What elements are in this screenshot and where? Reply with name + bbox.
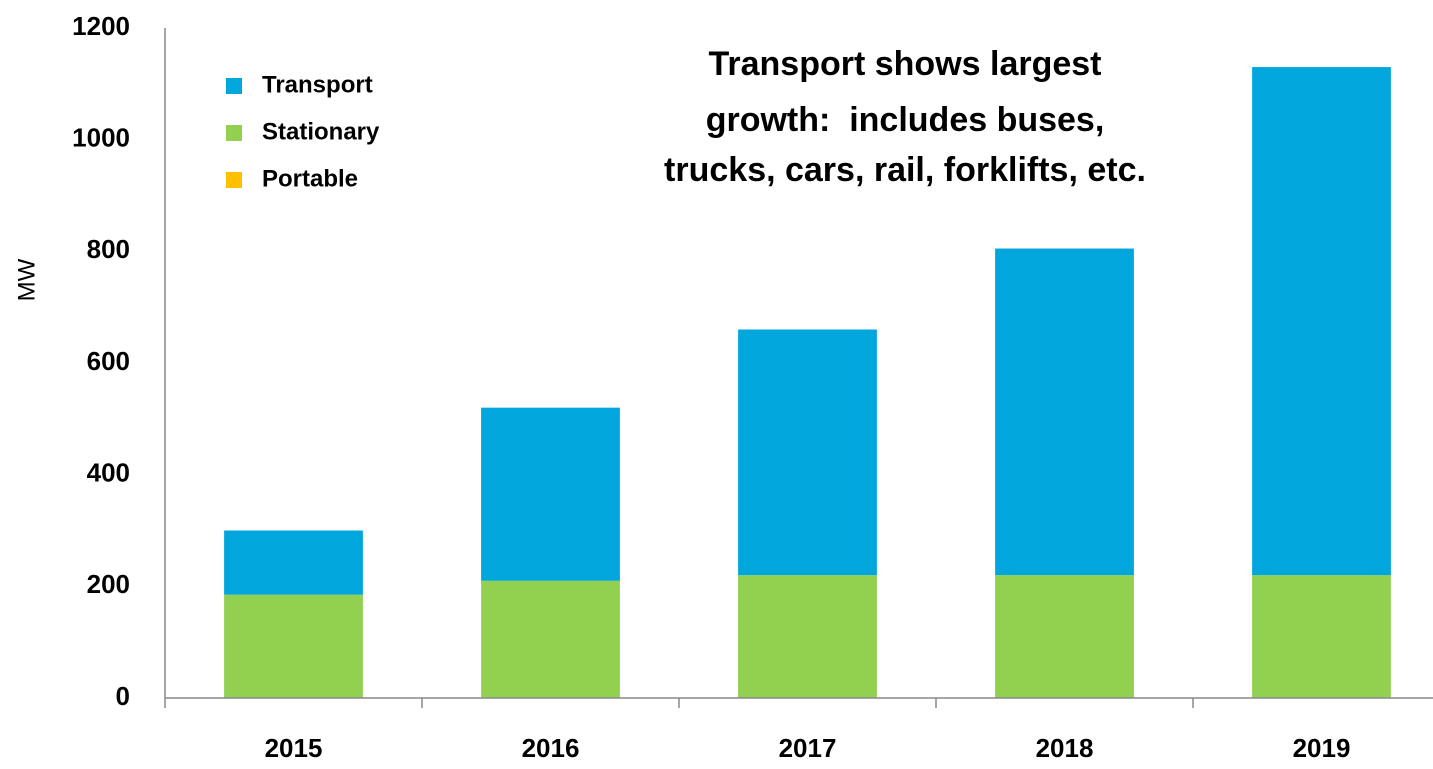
- bar-segment: [224, 594, 363, 698]
- y-tick-label: 0: [116, 681, 130, 711]
- legend-label: Portable: [262, 165, 358, 192]
- bar-segment: [738, 329, 877, 576]
- bar-segment: [224, 530, 363, 595]
- y-axis-label: MW: [13, 258, 40, 301]
- legend-label: Stationary: [262, 118, 380, 145]
- y-tick-label: 400: [87, 458, 130, 488]
- bar-segment: [995, 248, 1134, 576]
- y-tick-label: 1200: [72, 11, 130, 41]
- legend-swatch: [226, 125, 242, 141]
- y-tick-label: 800: [87, 234, 130, 264]
- bar-segment: [1252, 67, 1391, 576]
- legend-swatch: [226, 78, 242, 94]
- y-tick-label: 200: [87, 569, 130, 599]
- bar-segment: [995, 575, 1134, 698]
- annotation: trucks, cars, rail, forklifts, etc.: [664, 151, 1146, 189]
- annotation: growth: includes buses,: [706, 101, 1105, 139]
- x-tick-label: 2015: [265, 733, 323, 763]
- x-tick-label: 2017: [779, 733, 837, 763]
- bar-segment: [481, 580, 620, 698]
- legend-swatch: [226, 172, 242, 188]
- bar-segment: [738, 575, 877, 698]
- x-tick-label: 2018: [1036, 733, 1094, 763]
- x-tick-label: 2019: [1293, 733, 1351, 763]
- y-tick-label: 600: [87, 346, 130, 376]
- bar-segment: [1252, 575, 1391, 698]
- legend-label: Transport: [262, 71, 373, 98]
- bar-segment: [481, 407, 620, 581]
- x-tick-label: 2016: [522, 733, 580, 763]
- y-tick-label: 1000: [72, 123, 130, 153]
- annotation: Transport shows largest: [709, 45, 1102, 83]
